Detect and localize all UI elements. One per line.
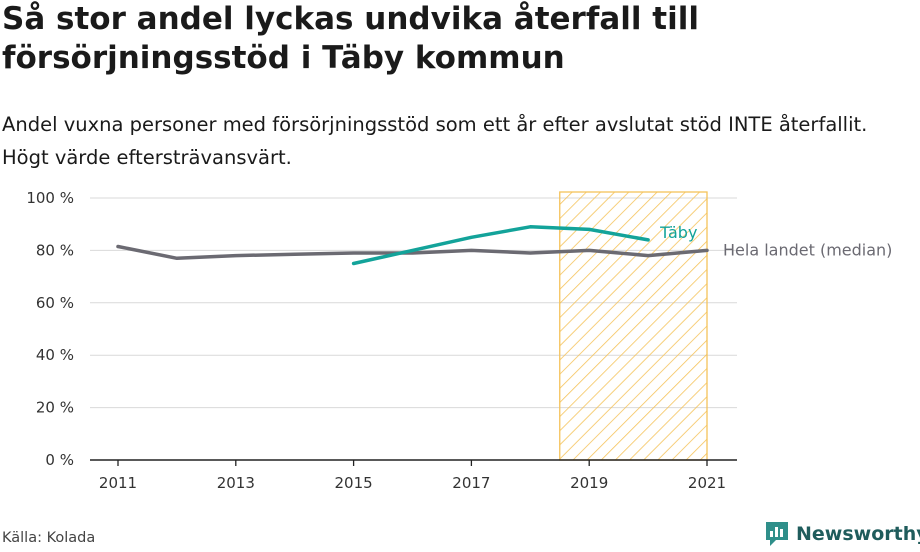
line-chart: 0 % 20 % 40 % 60 % 80 % 100 % 2011 2013 2015 2017…: [26, 189, 892, 492]
series-line-median: [116, 244, 709, 261]
axes: 0 % 20 % 40 % 60 % 80 % 100 % 2011 2013 2015 2017…: [26, 189, 737, 492]
x-tick-label: 2021: [688, 474, 726, 492]
source-note: Källa: Kolada: [2, 530, 96, 546]
x-tick-label: 2017: [452, 474, 490, 492]
x-tick-label: 2013: [217, 474, 255, 492]
y-tick-label: 20 %: [36, 399, 74, 417]
newsworthy-logo-icon: [766, 522, 788, 546]
series-label-taby: Täby: [659, 223, 697, 242]
x-tick-label: 2019: [570, 474, 608, 492]
chart-subtitle: Andel vuxna personer med försörjningsstö…: [2, 113, 868, 169]
series-line-taby: [351, 225, 650, 266]
series-labels: Hela landet (median) Täby: [659, 223, 892, 259]
brand-logo: Newsworthy: [764, 520, 920, 548]
y-tick-label: 40 %: [36, 346, 74, 364]
y-tick-label: 80 %: [36, 241, 74, 259]
y-tick-label: 60 %: [36, 294, 74, 312]
y-tick-label: 100 %: [26, 189, 74, 207]
y-tick-label: 0 %: [45, 451, 74, 469]
brand-name: Newsworthy: [796, 523, 920, 545]
x-tick-label: 2011: [99, 474, 137, 492]
series-label-median: Hela landet (median): [723, 240, 892, 259]
chart-title: Så stor andel lyckas undvika återfall ti…: [2, 1, 699, 76]
series-lines: [116, 225, 709, 266]
x-tick-label: 2015: [335, 474, 373, 492]
